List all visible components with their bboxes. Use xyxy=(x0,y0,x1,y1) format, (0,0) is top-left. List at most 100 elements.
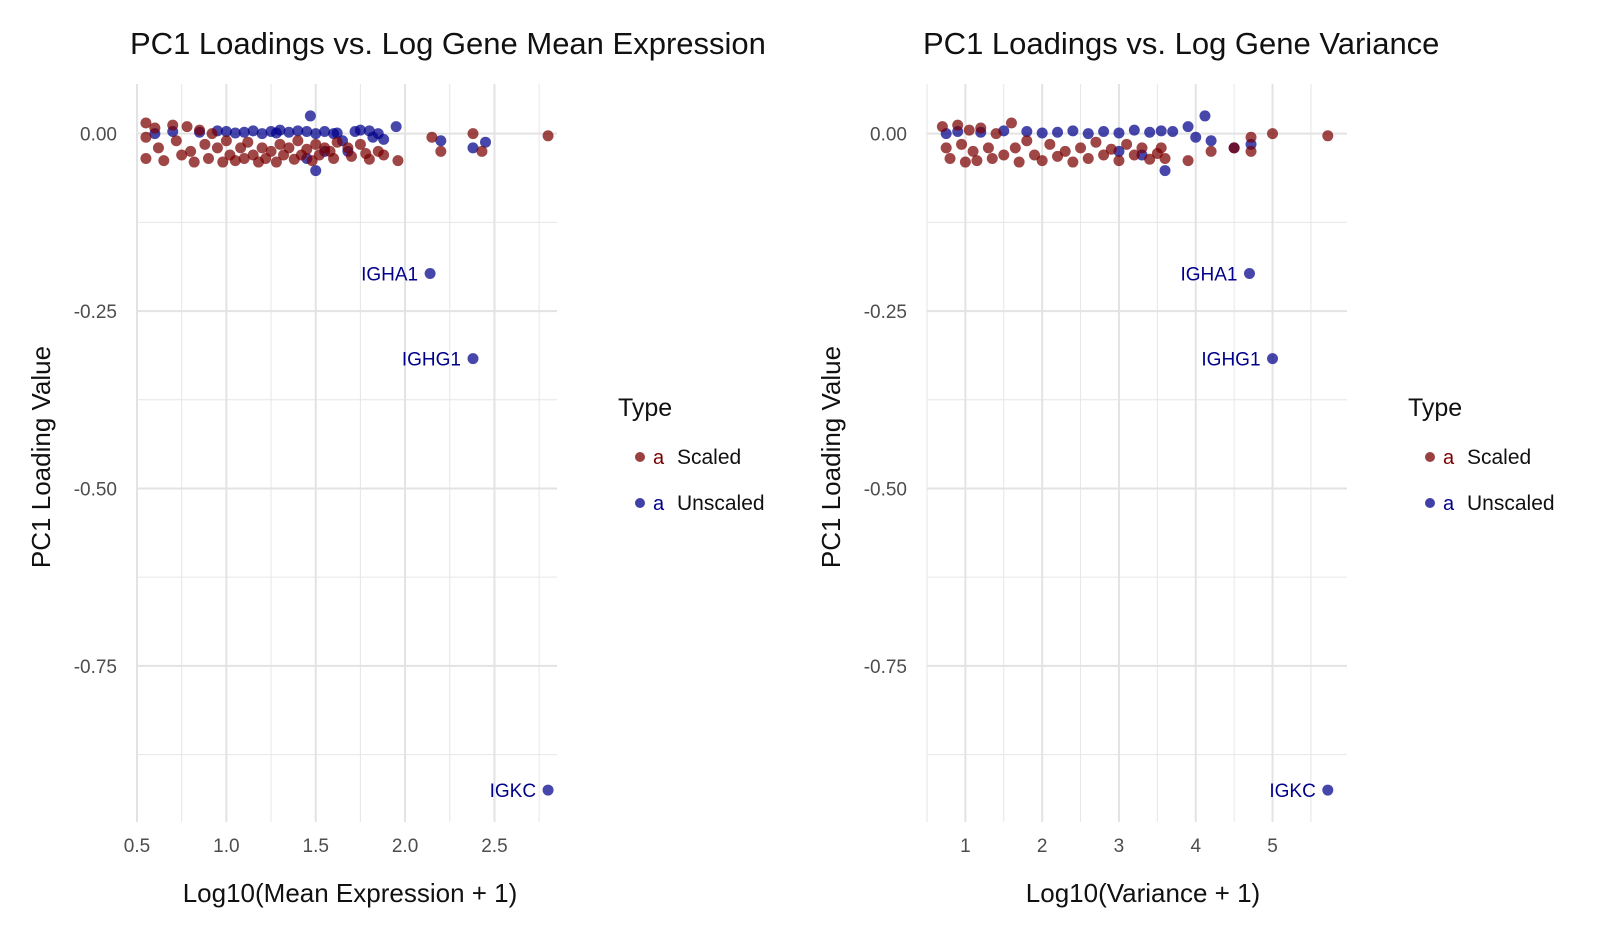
gene-label: IGHA1 xyxy=(1180,264,1237,285)
data-point-scaled xyxy=(152,142,164,154)
data-point-unscaled xyxy=(480,136,492,148)
data-point-scaled xyxy=(1090,136,1102,148)
data-point-scaled xyxy=(167,119,179,131)
data-point-scaled xyxy=(170,135,182,147)
plot-area-right: 1 2 3 4 5 0.00 -0.25 -0.50 -0.75 IGHA1 IGHG1 IGKC xyxy=(864,84,1347,857)
data-point-scaled xyxy=(998,149,1010,161)
legend-label-scaled-right: Scaled xyxy=(1467,446,1531,469)
chart-title-left: PC1 Loadings vs. Log Gene Mean Expressio… xyxy=(130,26,766,61)
legend-key-scaled-left: a xyxy=(653,447,665,469)
data-point-scaled xyxy=(982,142,994,154)
data-point-scaled xyxy=(1155,142,1167,154)
data-point-scaled xyxy=(1121,138,1133,150)
data-point-scaled xyxy=(158,155,170,167)
data-point-scaled xyxy=(274,138,286,150)
data-point-scaled xyxy=(301,143,313,155)
y-tick-label: -0.75 xyxy=(74,657,117,678)
x-axis-label-right: Log10(Variance + 1) xyxy=(1026,878,1260,908)
data-point-unscaled xyxy=(424,267,436,279)
data-point-unscaled xyxy=(1205,135,1217,147)
data-point-unscaled xyxy=(301,126,313,138)
data-point-scaled xyxy=(217,156,229,168)
data-point-scaled xyxy=(1021,135,1033,147)
data-point-scaled xyxy=(328,153,340,165)
data-point-unscaled xyxy=(238,126,250,138)
data-point-scaled xyxy=(1013,156,1025,168)
data-point-scaled xyxy=(392,155,404,167)
data-point-scaled xyxy=(378,149,390,161)
data-point-scaled xyxy=(435,145,447,157)
y-tick-label: 0.00 xyxy=(870,125,907,146)
data-point-scaled xyxy=(1245,145,1257,157)
data-point-scaled xyxy=(940,142,952,154)
data-point-scaled xyxy=(967,145,979,157)
x-tick-label: 4 xyxy=(1190,836,1201,857)
data-point-scaled xyxy=(990,128,1002,140)
data-point-scaled xyxy=(256,142,268,154)
data-point-scaled xyxy=(188,156,200,168)
gene-label: IGKC xyxy=(1269,781,1315,802)
data-point-unscaled xyxy=(247,125,259,137)
data-point-unscaled xyxy=(1144,126,1156,138)
data-point-unscaled xyxy=(283,126,295,138)
data-point-scaled xyxy=(310,138,322,150)
data-point-unscaled xyxy=(220,126,232,138)
data-point-unscaled xyxy=(1021,126,1033,138)
x-tick-label: 1 xyxy=(960,836,971,857)
gene-label: IGHG1 xyxy=(402,350,461,371)
data-point-scaled xyxy=(206,128,218,140)
data-point-scaled xyxy=(292,135,304,147)
data-point-unscaled xyxy=(1199,110,1211,122)
data-point-scaled xyxy=(476,145,488,157)
data-point-scaled xyxy=(936,121,948,133)
data-point-unscaled xyxy=(378,133,390,145)
legend-key-unscaled-right: a xyxy=(1443,493,1455,515)
data-point-unscaled xyxy=(1159,165,1171,177)
data-point-unscaled xyxy=(1167,126,1179,138)
data-point-unscaled xyxy=(292,125,304,137)
legend-swatch-scaled-right xyxy=(1425,452,1435,462)
data-point-scaled xyxy=(181,121,193,133)
legend-label-scaled-left: Scaled xyxy=(677,446,741,469)
gene-label: IGHA1 xyxy=(361,264,418,285)
gene-label: IGKC xyxy=(490,781,536,802)
data-point-unscaled xyxy=(467,353,479,365)
gene-label: IGHG1 xyxy=(1201,350,1260,371)
data-point-unscaled xyxy=(229,127,241,139)
data-point-unscaled xyxy=(1098,126,1110,138)
data-point-scaled xyxy=(1098,149,1110,161)
data-point-scaled xyxy=(149,122,161,134)
data-point-scaled xyxy=(220,135,232,147)
x-tick-label: 0.5 xyxy=(124,836,150,857)
data-point-scaled xyxy=(331,136,343,148)
data-point-unscaled xyxy=(1267,353,1279,365)
plot-area-left: 0.5 1.0 1.5 2.0 2.5 0.00 -0.25 -0.50 -0.75 IGHA1 I… xyxy=(74,84,557,857)
data-point-scaled xyxy=(1182,155,1194,167)
legend-key-unscaled-left: a xyxy=(653,493,665,515)
data-point-unscaled xyxy=(310,165,322,177)
data-point-scaled xyxy=(238,153,250,165)
data-point-scaled xyxy=(1245,131,1257,143)
y-tick-label: -0.50 xyxy=(864,479,907,500)
y-axis-label-left: PC1 Loading Value xyxy=(26,346,56,568)
data-point-scaled xyxy=(1067,156,1079,168)
data-point-unscaled xyxy=(1128,124,1140,136)
legend-label-unscaled-right: Unscaled xyxy=(1467,492,1555,515)
data-point-scaled xyxy=(1144,153,1156,165)
data-point-scaled xyxy=(542,130,554,142)
data-point-unscaled xyxy=(390,121,402,133)
data-point-scaled xyxy=(229,155,241,167)
chart-title-right: PC1 Loadings vs. Log Gene Variance xyxy=(923,26,1439,61)
data-point-unscaled xyxy=(310,128,322,140)
data-point-scaled xyxy=(1267,128,1279,140)
data-point-scaled xyxy=(959,156,971,168)
data-point-unscaled xyxy=(1190,131,1202,143)
data-point-unscaled xyxy=(274,124,286,136)
data-point-unscaled xyxy=(435,135,447,147)
data-point-unscaled xyxy=(1322,784,1334,796)
data-point-scaled xyxy=(140,117,152,129)
data-point-scaled xyxy=(1028,149,1040,161)
data-point-scaled xyxy=(956,138,968,150)
data-point-scaled xyxy=(242,136,254,148)
